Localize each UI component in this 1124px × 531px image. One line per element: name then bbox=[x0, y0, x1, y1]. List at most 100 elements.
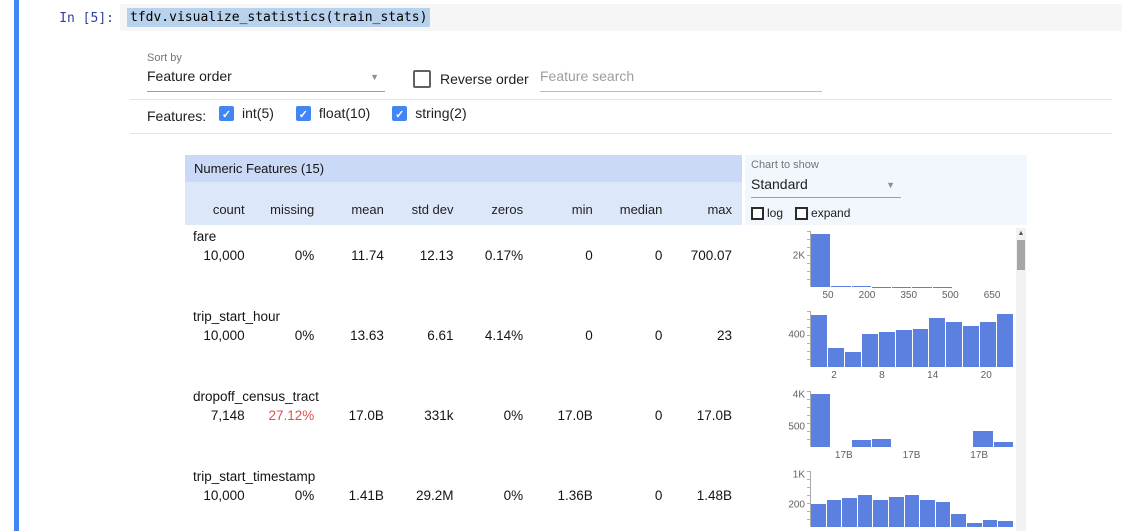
column-header-max: max bbox=[707, 202, 732, 217]
reverse-order-toggle[interactable]: Reverse order bbox=[413, 70, 529, 88]
histogram-bar bbox=[811, 315, 827, 367]
feature-filter-float[interactable]: ✓ float(10) bbox=[295, 105, 370, 121]
feature-row-fare: fare 10,000 0% 11.74 12.13 0.17% 0 0 700.07 2K 50 2… bbox=[185, 225, 1027, 305]
histogram-trip_start_timestamp: 1K 200 bbox=[785, 465, 1017, 531]
histogram-bar bbox=[967, 522, 982, 527]
active-cell-indicator bbox=[14, 0, 19, 531]
histogram-bar bbox=[963, 326, 980, 367]
x-axis-tick: 17B bbox=[902, 450, 921, 461]
y-axis-tick: 500 bbox=[788, 421, 805, 433]
stat-zeros: 0% bbox=[503, 408, 524, 423]
y-axis-ticks bbox=[807, 391, 810, 447]
histogram-bar bbox=[861, 333, 878, 367]
log-toggle[interactable]: log bbox=[751, 206, 783, 220]
expand-toggle[interactable]: expand bbox=[795, 206, 850, 220]
stat-std-dev: 29.2M bbox=[415, 488, 454, 503]
histogram-bar bbox=[831, 285, 851, 287]
stat-count: 10,000 bbox=[203, 248, 245, 263]
x-axis-tick: 14 bbox=[927, 370, 939, 381]
y-axis-ticks bbox=[807, 311, 810, 367]
feature-name: trip_start_timestamp bbox=[193, 469, 316, 484]
chart-type-value: Standard bbox=[751, 176, 808, 192]
feature-stats-row: 10,000 0% 1.41B 29.2M 0% 1.36B 0 1.48B bbox=[185, 488, 742, 503]
y-axis-ticks bbox=[807, 471, 810, 527]
histogram-bar bbox=[973, 430, 993, 447]
chart-type-dropdown[interactable]: Standard ▼ bbox=[751, 176, 901, 198]
feature-name: trip_start_hour bbox=[193, 309, 281, 324]
stat-count: 7,148 bbox=[210, 408, 245, 423]
code-input-area[interactable]: tfdv.visualize_statistics(train_stats) bbox=[120, 4, 1122, 31]
sort-by-dropdown[interactable]: Feature order ▼ bbox=[147, 68, 385, 92]
chart-toggles: log expand bbox=[751, 206, 850, 220]
histogram-trip_start_hour: 400 2 8 14 20 bbox=[785, 305, 1017, 385]
checkbox-icon[interactable]: ✓ bbox=[295, 105, 311, 121]
x-axis-tick: 200 bbox=[858, 290, 876, 301]
scrollbar-thumb[interactable] bbox=[1017, 240, 1025, 270]
checkbox-icon[interactable]: ✓ bbox=[392, 105, 408, 121]
x-axis-tick: 2 bbox=[831, 370, 837, 381]
scroll-up-icon[interactable]: ▲ bbox=[1017, 230, 1025, 237]
stat-min: 0 bbox=[585, 248, 593, 263]
stat-zeros: 0% bbox=[503, 488, 524, 503]
histogram-bar bbox=[929, 318, 946, 367]
x-axis-tick: 50 bbox=[822, 290, 834, 301]
x-axis-tick: 17B bbox=[970, 450, 989, 461]
x-axis-tick: 500 bbox=[942, 290, 959, 301]
feature-filter-label: string(2) bbox=[415, 105, 467, 121]
stat-zeros: 0.17% bbox=[484, 248, 524, 263]
histogram-dropoff_census_tract: 4K 500 17B 17B 17B bbox=[785, 385, 1017, 465]
stat-mean: 13.63 bbox=[350, 328, 384, 343]
stat-missing: 27.12% bbox=[268, 408, 315, 423]
stat-count: 10,000 bbox=[203, 488, 245, 503]
histogram-bar bbox=[997, 314, 1014, 367]
feature-name: fare bbox=[193, 229, 217, 244]
histogram-plot bbox=[810, 231, 1013, 287]
histogram-bar bbox=[842, 497, 857, 527]
stat-mean: 1.41B bbox=[348, 488, 384, 503]
feature-name: dropoff_census_tract bbox=[193, 389, 319, 404]
feature-search-input[interactable] bbox=[540, 64, 822, 92]
checkbox-icon[interactable]: ✓ bbox=[219, 105, 234, 121]
feature-filters: ✓ int(5) ✓ float(10) ✓ string(2) bbox=[219, 105, 467, 121]
x-axis-tick: 20 bbox=[980, 370, 992, 381]
stat-missing: 0% bbox=[294, 328, 315, 343]
cell-prompt: In [5]: bbox=[59, 11, 114, 26]
reverse-order-checkbox[interactable] bbox=[413, 70, 431, 88]
chart-scrollbar[interactable]: ▲ bbox=[1016, 228, 1026, 531]
feature-stats-row: 10,000 0% 13.63 6.61 4.14% 0 0 23 bbox=[185, 328, 742, 343]
chart-options-panel: Chart to show Standard ▼ log expand bbox=[745, 155, 1027, 225]
histogram-bar bbox=[889, 497, 904, 527]
histogram-bar bbox=[844, 351, 861, 367]
expand-checkbox[interactable] bbox=[795, 206, 809, 220]
y-axis-tick: 4K bbox=[792, 389, 805, 401]
column-header-count: count bbox=[212, 202, 245, 217]
x-axis-labels: 2 8 14 20 bbox=[810, 370, 1013, 381]
stat-min: 0 bbox=[585, 328, 593, 343]
column-header-zeros: zeros bbox=[491, 202, 524, 217]
stat-median: 0 bbox=[654, 488, 663, 503]
expand-label: expand bbox=[811, 206, 851, 220]
code-text: tfdv.visualize_statistics(train_stats) bbox=[127, 8, 431, 27]
x-axis-tick: 650 bbox=[983, 290, 1001, 301]
stat-zeros: 4.14% bbox=[484, 328, 524, 343]
divider bbox=[130, 133, 1112, 134]
table-body: fare 10,000 0% 11.74 12.13 0.17% 0 0 700.07 2K 50 2… bbox=[185, 225, 1027, 531]
feature-filter-string[interactable]: ✓ string(2) bbox=[392, 105, 467, 121]
stat-median: 0 bbox=[654, 248, 663, 263]
log-checkbox[interactable] bbox=[751, 206, 764, 220]
stat-mean: 17.0B bbox=[348, 408, 384, 423]
stat-std-dev: 6.61 bbox=[427, 328, 454, 343]
stat-min: 17.0B bbox=[557, 408, 593, 423]
x-axis-labels: 50 200 350 500 650 bbox=[810, 290, 1013, 301]
feature-row-trip_start_hour: trip_start_hour 10,000 0% 13.63 6.61 4.14% 0 0 2… bbox=[185, 305, 1027, 385]
feature-filter-label: int(5) bbox=[242, 105, 274, 121]
histogram-bar bbox=[993, 442, 1013, 447]
column-header-missing: missing bbox=[270, 202, 315, 217]
stat-max: 23 bbox=[716, 328, 732, 343]
feature-filter-int[interactable]: ✓ int(5) bbox=[219, 105, 274, 121]
histogram-bar bbox=[980, 321, 997, 367]
feature-row-trip_start_timestamp: trip_start_timestamp 10,000 0% 1.41B 29.2M 0%… bbox=[185, 465, 1027, 531]
x-axis-tick: 8 bbox=[879, 370, 885, 381]
column-header-std-dev: std dev bbox=[411, 202, 454, 217]
histogram-bar bbox=[951, 514, 967, 527]
